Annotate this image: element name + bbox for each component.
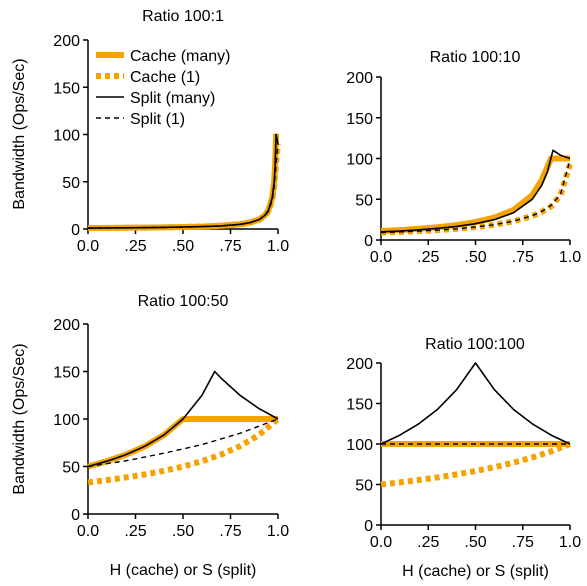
chart-title: Ratio 100:10 — [430, 49, 521, 66]
x-tick-label: .75 — [512, 534, 534, 551]
y-tick-label: 200 — [53, 33, 80, 50]
y-tick-label: 50 — [62, 460, 80, 477]
x-tick-label: 0.0 — [77, 238, 99, 255]
chart-title: Ratio 100:1 — [142, 8, 224, 25]
y-tick-label: 0 — [364, 233, 373, 250]
x-tick-label: .50 — [464, 249, 486, 266]
x-tick-label: .50 — [464, 534, 486, 551]
y-tick-label: 0 — [71, 507, 80, 524]
series-line-cache-1 — [380, 441, 572, 488]
x-tick-label: .50 — [172, 523, 194, 540]
x-tick-label: 0.0 — [370, 249, 392, 266]
y-tick-label: 0 — [364, 518, 373, 535]
series-line-cache-many — [380, 155, 570, 234]
x-tick-label: .50 — [172, 238, 194, 255]
y-tick-label: 150 — [53, 80, 80, 97]
series-line-split-many — [87, 370, 279, 468]
y-tick-label: 100 — [53, 128, 80, 145]
x-tick-label: .25 — [124, 523, 146, 540]
x-tick-label: 1.0 — [559, 534, 581, 551]
chart-title: Ratio 100:100 — [425, 336, 525, 353]
chart-panel-1: 0 50 100 150 200 0.0 .25 .50 .75 1.0 Ratio 100:1 Ba… — [11, 8, 289, 255]
y-tick-label: 200 — [53, 317, 80, 334]
y-tick-label: 100 — [346, 152, 373, 169]
x-tick-label: .75 — [219, 523, 241, 540]
y-tick-label: 50 — [355, 192, 373, 209]
y-tick-label: 150 — [53, 365, 80, 382]
y-tick-label: 50 — [62, 175, 80, 192]
x-tick-label: 1.0 — [267, 238, 289, 255]
x-tick-label: .25 — [124, 238, 146, 255]
x-tick-label: .75 — [219, 238, 241, 255]
y-tick-label: 100 — [346, 437, 373, 454]
y-tick-label: 200 — [346, 356, 373, 373]
y-tick-label: 200 — [346, 70, 373, 87]
x-tick-label: 0.0 — [77, 523, 99, 540]
x-tick-label: 1.0 — [559, 249, 581, 266]
series-line-split-many — [380, 149, 571, 233]
x-tick-label: 0.0 — [370, 534, 392, 551]
y-tick-label: 150 — [346, 397, 373, 414]
legend-label-split-1: Split (1) — [130, 111, 185, 128]
series-line-cache-1 — [87, 416, 280, 486]
series-line-split-1 — [380, 159, 571, 234]
chart-panel-4: 0 50 100 150 200 0.0 .25 .50 .75 1.0 Ratio 100:100… — [346, 336, 581, 580]
y-axis-label: Bandwidth (Ops/Sec) — [11, 343, 28, 494]
series-line-cache-many — [87, 133, 280, 231]
series-line-split-1 — [87, 143, 279, 229]
chart-panel-3: 0 50 100 150 200 0.0 .25 .50 .75 1.0 Ratio 100:50 B… — [11, 293, 289, 579]
series-line-split-many — [87, 133, 279, 229]
x-tick-label: 1.0 — [267, 523, 289, 540]
legend-label-cache-many: Cache (many) — [130, 48, 230, 65]
series-line-split-many — [380, 362, 571, 445]
series-line-cache-1 — [87, 143, 281, 232]
legend-label-cache-1: Cache (1) — [130, 69, 200, 86]
y-tick-label: 0 — [71, 222, 80, 239]
legend-label-split-many: Split (many) — [130, 90, 215, 107]
x-tick-label: .25 — [417, 249, 439, 266]
x-axis-label: H (cache) or S (split) — [402, 563, 549, 580]
chart-title: Ratio 100:50 — [138, 293, 229, 310]
y-tick-label: 100 — [53, 412, 80, 429]
y-tick-label: 150 — [346, 111, 373, 128]
legend: Cache (many) Cache (1) Split (many) Split (… — [96, 48, 230, 128]
x-tick-label: .25 — [417, 534, 439, 551]
x-tick-label: .75 — [512, 249, 534, 266]
y-axis-label: Bandwidth (Ops/Sec) — [11, 58, 28, 209]
chart-panel-2: 0 50 100 150 200 0.0 .25 .50 .75 1.0 Ratio 100:10 — [346, 49, 581, 266]
series-line-split-1 — [87, 418, 279, 468]
y-tick-label: 50 — [355, 478, 373, 495]
x-axis-label: H (cache) or S (split) — [110, 562, 257, 579]
